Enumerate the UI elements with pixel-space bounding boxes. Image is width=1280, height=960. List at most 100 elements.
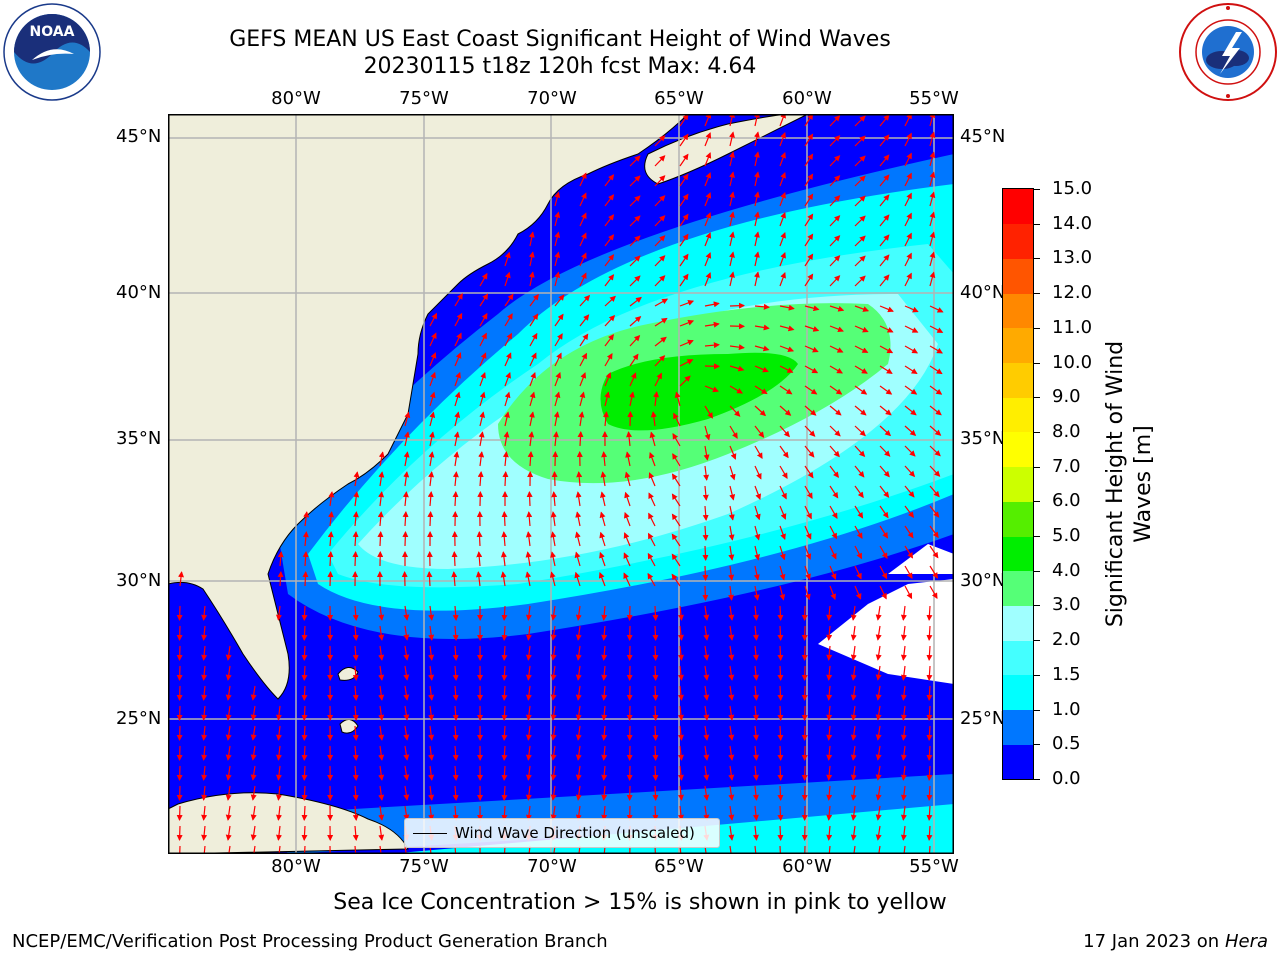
- wind-wave-arrow: [829, 255, 841, 267]
- wind-wave-arrow: [826, 765, 833, 781]
- wind-wave-arrow: [752, 665, 759, 681]
- wind-wave-arrow: [754, 324, 770, 331]
- wind-wave-arrow: [703, 605, 710, 621]
- wind-wave-arrow: [729, 405, 741, 417]
- wind-wave-arrow: [704, 212, 712, 227]
- wind-wave-arrow: [829, 275, 841, 287]
- wind-wave-arrow: [652, 805, 659, 821]
- wind-wave-arrow: [201, 645, 208, 661]
- wind-wave-arrow: [600, 491, 606, 507]
- wind-wave-arrow: [904, 405, 917, 416]
- wind-wave-arrow: [201, 605, 208, 621]
- wind-wave-arrow: [779, 485, 787, 500]
- wind-wave-arrow: [428, 705, 435, 721]
- wind-wave-arrow: [604, 314, 616, 327]
- wind-wave-arrow: [451, 571, 458, 587]
- wind-wave-arrow: [777, 605, 784, 621]
- wind-wave-arrow: [604, 194, 615, 207]
- wind-wave-arrow: [525, 531, 532, 547]
- wind-wave-arrow: [779, 365, 794, 373]
- plot-subtitle: 20230115 t18z 120h fcst Max: 4.64: [363, 54, 757, 79]
- wind-wave-arrow: [879, 545, 888, 559]
- wind-wave-arrow: [501, 785, 508, 801]
- wind-wave-arrow: [879, 405, 892, 416]
- wind-wave-arrow: [428, 685, 435, 701]
- lon-label-top-75w: 75°W: [399, 88, 449, 109]
- wind-wave-arrow: [504, 352, 512, 367]
- wind-wave-arrow: [829, 385, 843, 395]
- lon-label-top-70w: 70°W: [527, 88, 577, 109]
- wind-wave-arrow: [779, 304, 795, 311]
- wind-wave-arrow: [926, 665, 933, 681]
- wind-wave-arrow: [729, 465, 736, 481]
- wind-wave-arrow: [779, 565, 786, 581]
- wind-wave-arrow: [629, 175, 641, 187]
- wind-wave-arrow: [504, 313, 513, 327]
- wind-wave-arrow: [352, 825, 359, 841]
- wind-wave-arrow: [704, 232, 712, 247]
- wind-wave-arrow: [648, 492, 656, 507]
- lon-label-top-55w: 55°W: [909, 88, 959, 109]
- wind-wave-arrow: [302, 551, 309, 567]
- wind-wave-arrow: [850, 765, 857, 781]
- colorbar-label-line2: Waves [m]: [1131, 425, 1156, 543]
- wind-wave-arrow: [502, 451, 509, 467]
- wind-wave-arrow: [728, 605, 735, 621]
- wind-wave-arrow: [525, 685, 532, 701]
- wind-wave-arrow: [879, 114, 890, 127]
- wind-wave-arrow: [275, 745, 282, 761]
- wind-wave-arrow: [454, 312, 463, 327]
- wind-wave-arrow: [829, 135, 841, 147]
- wind-wave-arrow: [779, 465, 788, 479]
- colorbar-tick-label: 2.0: [1052, 629, 1081, 651]
- lat-label-right-40n: 40°N: [960, 282, 1006, 303]
- wind-wave-arrow: [753, 565, 760, 581]
- wind-wave-arrow: [779, 171, 786, 187]
- wind-wave-arrow: [604, 334, 614, 347]
- wind-wave-arrow: [575, 745, 582, 761]
- wind-wave-arrow: [729, 231, 735, 247]
- footer-date: 17 Jan 2023 on Hera: [1083, 931, 1268, 952]
- wind-wave-arrow: [752, 785, 759, 801]
- wind-wave-arrow: [176, 665, 183, 681]
- wind-wave-arrow: [624, 471, 631, 487]
- wind-wave-arrow: [452, 685, 459, 701]
- wind-wave-arrow: [275, 605, 282, 621]
- wind-wave-arrow: [879, 525, 889, 539]
- wind-wave-arrow: [378, 625, 385, 641]
- wind-wave-arrow: [652, 745, 659, 761]
- wind-wave-arrow: [428, 625, 435, 641]
- wind-wave-arrow: [575, 625, 582, 641]
- wind-wave-arrow: [275, 805, 282, 821]
- wind-wave-arrow: [779, 345, 795, 352]
- wind-wave-arrow: [777, 825, 784, 841]
- wind-wave-arrow: [201, 805, 208, 821]
- wind-wave-arrow: [525, 705, 532, 721]
- wind-wave-arrow: [529, 313, 539, 327]
- wind-wave-arrow: [427, 491, 434, 507]
- wind-wave-arrow: [579, 192, 587, 207]
- wind-wave-arrow: [503, 431, 510, 447]
- wind-wave-arrow: [850, 825, 857, 841]
- wind-wave-arrow: [428, 805, 435, 821]
- wind-wave-arrow: [777, 705, 784, 721]
- wind-wave-arrow: [629, 353, 639, 367]
- wind-wave-arrow: [904, 585, 913, 600]
- wind-wave-arrow: [550, 685, 557, 701]
- wind-wave-arrow: [402, 491, 409, 507]
- wind-wave-arrow: [879, 505, 889, 519]
- wind-wave-arrow: [926, 705, 933, 721]
- wind-wave-arrow: [804, 153, 814, 167]
- wind-wave-arrow: [703, 465, 710, 481]
- wind-wave-arrow: [752, 765, 759, 781]
- wind-wave-arrow: [754, 545, 761, 561]
- lat-label-left-35n: 35°N: [116, 428, 162, 449]
- wind-wave-arrow: [352, 511, 359, 527]
- wind-wave-arrow: [352, 805, 359, 821]
- wind-wave-arrow: [904, 565, 913, 579]
- wind-wave-arrow: [527, 451, 534, 467]
- wind-wave-arrow: [554, 371, 562, 387]
- wind-wave-arrow: [754, 485, 762, 501]
- wind-wave-arrow: [926, 745, 933, 761]
- wind-wave-arrow: [926, 725, 933, 741]
